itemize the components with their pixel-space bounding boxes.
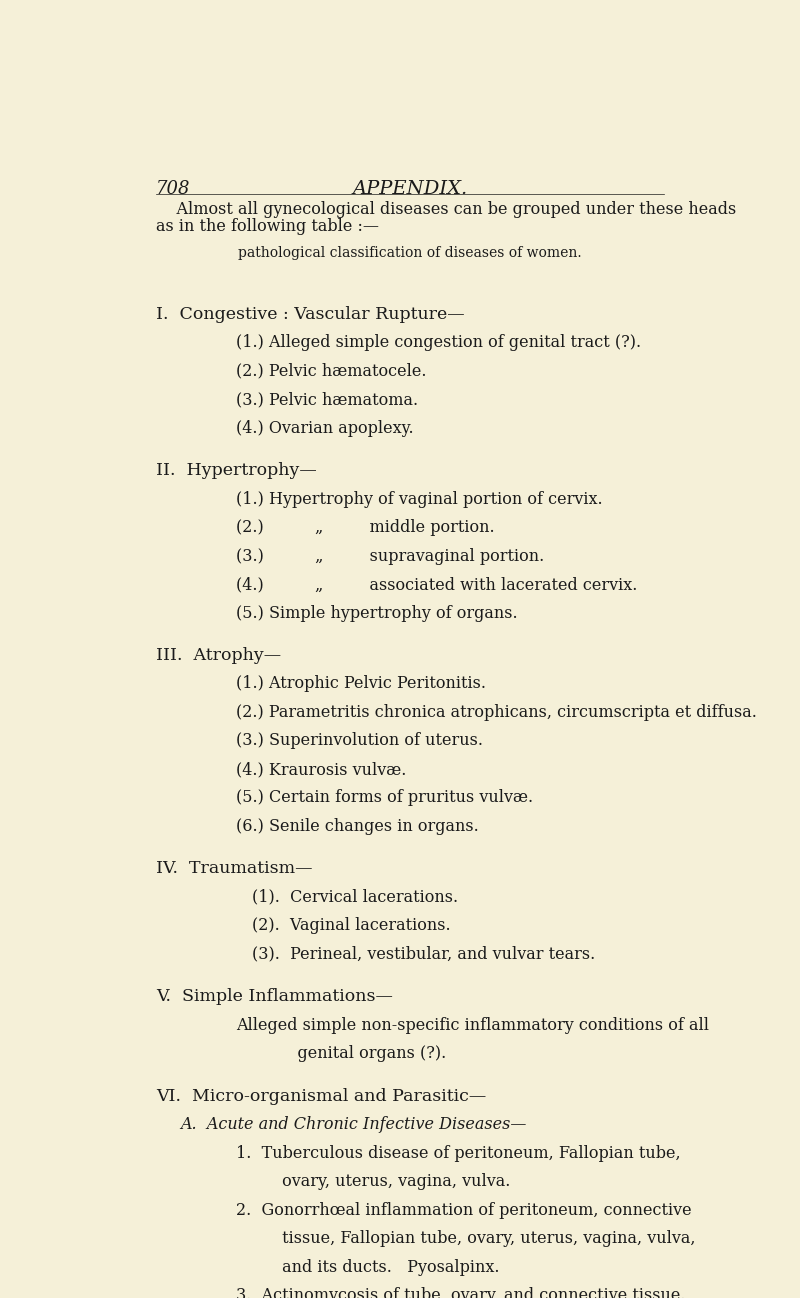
Text: (1.) Alleged simple congestion of genital tract (?).: (1.) Alleged simple congestion of genita… [237,334,642,352]
Text: (1).  Cervical lacerations.: (1). Cervical lacerations. [252,889,458,906]
Text: 2.  Gonorrhœal inflammation of peritoneum, connective: 2. Gonorrhœal inflammation of peritoneum… [237,1202,692,1219]
Text: (4.)          „         associated with lacerated cervix.: (4.) „ associated with lacerated cervix. [237,576,638,593]
Text: (3.) Pelvic hæmatoma.: (3.) Pelvic hæmatoma. [237,391,418,408]
Text: II.  Hypertrophy—: II. Hypertrophy— [156,462,317,479]
Text: V.  Simple Inflammations—: V. Simple Inflammations— [156,988,393,1006]
Text: as in the following table :—: as in the following table :— [156,218,379,235]
Text: III.  Atrophy—: III. Atrophy— [156,646,281,665]
Text: (3.)          „         supravaginal portion.: (3.) „ supravaginal portion. [237,548,545,565]
Text: tissue, Fallopian tube, ovary, uterus, vagina, vulva,: tissue, Fallopian tube, ovary, uterus, v… [237,1231,696,1247]
Text: VI.  Micro-organismal and Parasitic—: VI. Micro-organismal and Parasitic— [156,1088,486,1105]
Text: genital organs (?).: genital organs (?). [237,1045,446,1062]
Text: and its ducts.   Pyosalpinx.: and its ducts. Pyosalpinx. [237,1259,500,1276]
Text: Almost all gynecological diseases can be grouped under these heads: Almost all gynecological diseases can be… [156,201,736,218]
Text: 1.  Tuberculous disease of peritoneum, Fallopian tube,: 1. Tuberculous disease of peritoneum, Fa… [237,1145,681,1162]
Text: (5.) Simple hypertrophy of organs.: (5.) Simple hypertrophy of organs. [237,605,518,622]
Text: APPENDIX.: APPENDIX. [352,179,468,197]
Text: A.  Acute and Chronic Infective Diseases—: A. Acute and Chronic Infective Diseases— [181,1116,527,1133]
Text: ovary, uterus, vagina, vulva.: ovary, uterus, vagina, vulva. [237,1173,510,1190]
Text: (3).  Perineal, vestibular, and vulvar tears.: (3). Perineal, vestibular, and vulvar te… [252,946,595,963]
Text: 3.  Actinomycosis of tube, ovary, and connective tissue.: 3. Actinomycosis of tube, ovary, and con… [237,1288,686,1298]
Text: (5.) Certain forms of pruritus vulvæ.: (5.) Certain forms of pruritus vulvæ. [237,789,534,806]
Text: (3.) Superinvolution of uterus.: (3.) Superinvolution of uterus. [237,732,483,749]
Text: (2.)          „         middle portion.: (2.) „ middle portion. [237,519,495,536]
Text: IV.  Traumatism—: IV. Traumatism— [156,861,312,877]
Text: (1.) Atrophic Pelvic Peritonitis.: (1.) Atrophic Pelvic Peritonitis. [237,675,486,692]
Text: (1.) Hypertrophy of vaginal portion of cervix.: (1.) Hypertrophy of vaginal portion of c… [237,491,603,508]
Text: (4.) Ovarian apoplexy.: (4.) Ovarian apoplexy. [237,419,414,436]
Text: (2.) Parametritis chronica atrophicans, circumscripta et diffusa.: (2.) Parametritis chronica atrophicans, … [237,704,758,720]
Text: (4.) Kraurosis vulvæ.: (4.) Kraurosis vulvæ. [237,761,406,778]
Text: (2).  Vaginal lacerations.: (2). Vaginal lacerations. [252,918,450,935]
Text: (6.) Senile changes in organs.: (6.) Senile changes in organs. [237,818,479,835]
Text: 708: 708 [156,179,190,197]
Text: Alleged simple non-specific inflammatory conditions of all: Alleged simple non-specific inflammatory… [237,1016,710,1033]
Text: I.  Congestive : Vascular Rupture—: I. Congestive : Vascular Rupture— [156,305,465,323]
Text: pathological classification of diseases of women.: pathological classification of diseases … [238,245,582,260]
Text: (2.) Pelvic hæmatocele.: (2.) Pelvic hæmatocele. [237,362,427,379]
